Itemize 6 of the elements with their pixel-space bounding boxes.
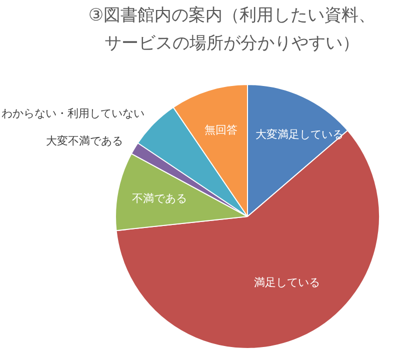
slice-label: 無回答 xyxy=(204,124,238,137)
chart-title: ③図書館内の案内（利用したい資料、サービスの場所が分かりやすい） xyxy=(88,5,376,54)
slice-label: わからない・利用していない xyxy=(2,107,145,120)
slice-label: 不満である xyxy=(132,192,187,205)
slice-label: 満足している xyxy=(254,276,320,289)
slice-label: 大変不満である xyxy=(46,134,124,148)
